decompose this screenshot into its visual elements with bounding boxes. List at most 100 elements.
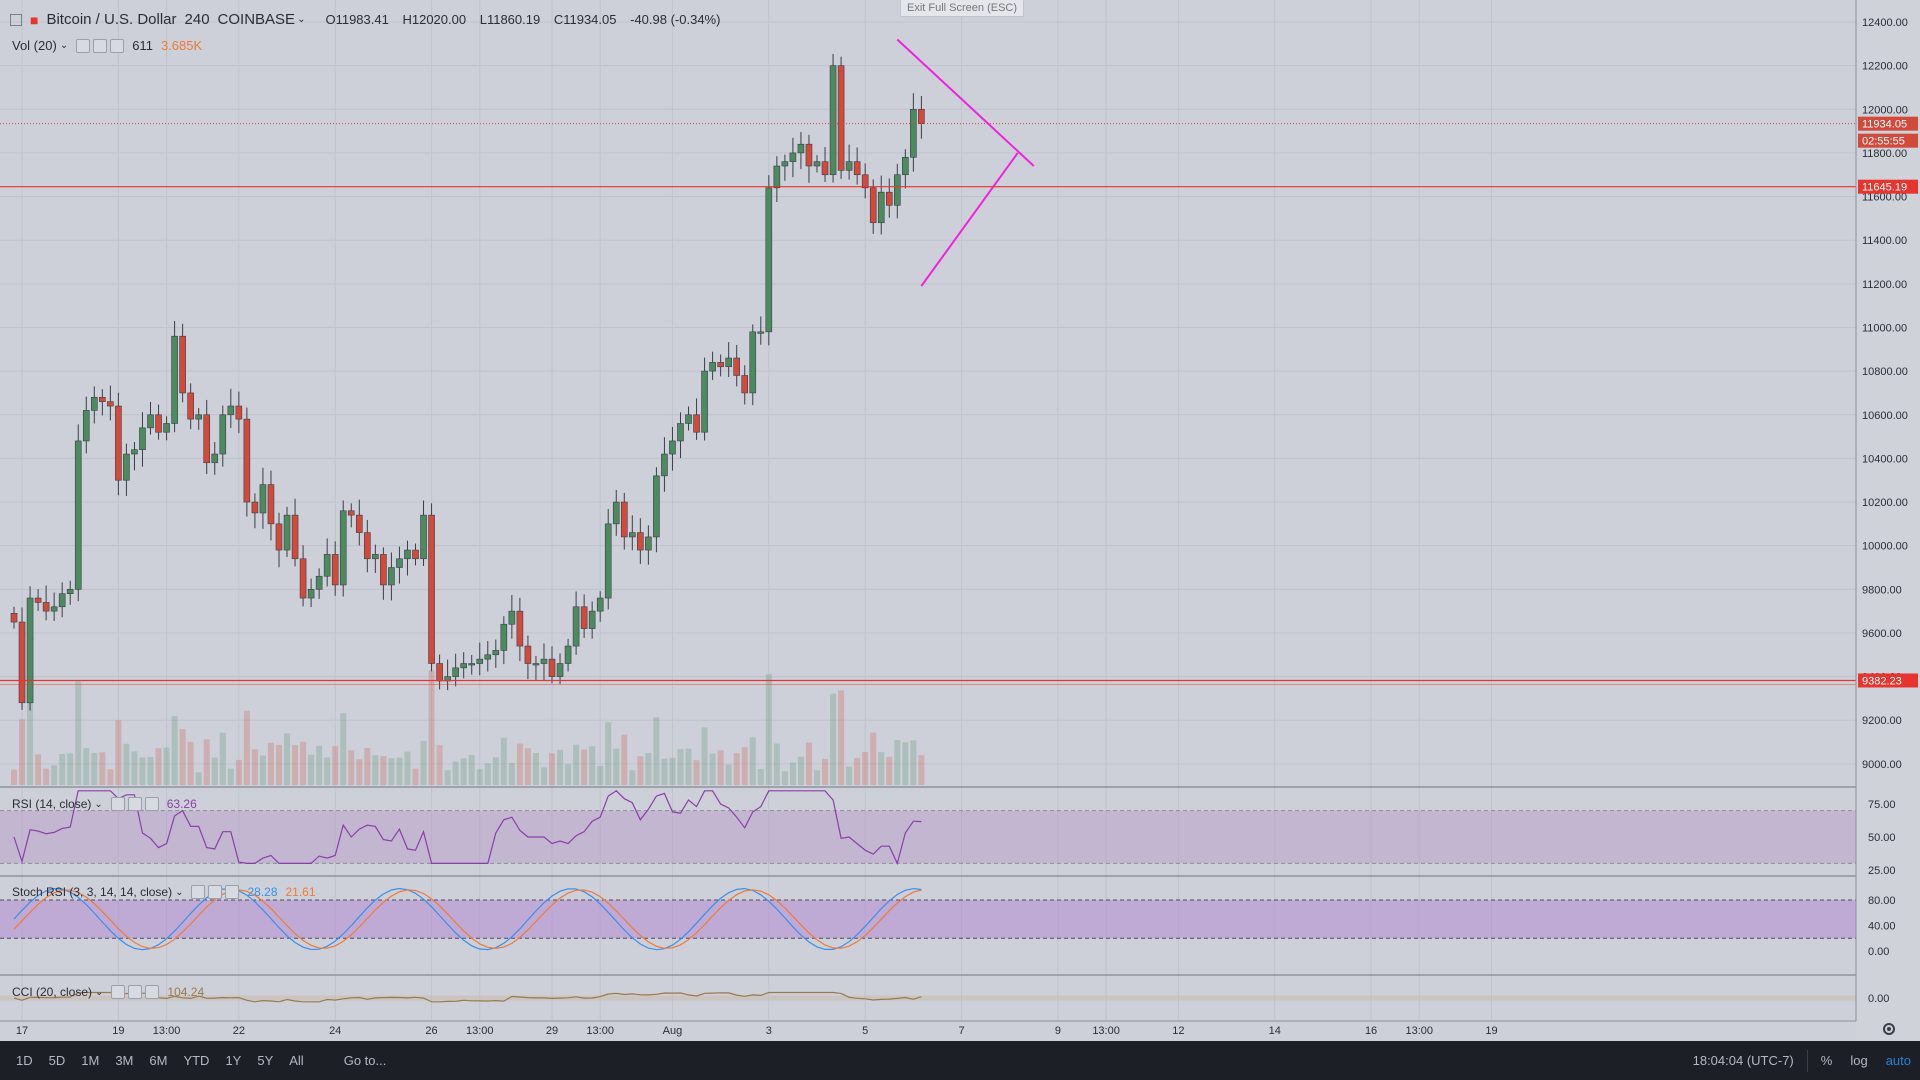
time-tick-label: 13:00: [153, 1025, 181, 1037]
candle: [187, 383, 194, 430]
triangle-lower-trendline[interactable]: [920, 152, 1019, 287]
range-1y-button[interactable]: 1Y: [225, 1053, 242, 1068]
range-1m-button[interactable]: 1M: [81, 1053, 100, 1068]
candle-body: [653, 475, 660, 538]
chart-settings-gear-icon[interactable]: [1883, 1023, 1895, 1035]
candle-body: [50, 606, 58, 612]
volume-bar: [621, 734, 628, 785]
candle: [853, 147, 861, 185]
stoch-k-line: [13, 887, 922, 951]
range-6m-button[interactable]: 6M: [149, 1053, 168, 1068]
eye-icon[interactable]: [76, 38, 91, 53]
range-3m-button[interactable]: 3M: [115, 1053, 134, 1068]
triangle-pattern[interactable]: [896, 38, 1035, 287]
clock-timezone[interactable]: 18:04:04 (UTC-7): [1692, 1053, 1794, 1068]
close-icon[interactable]: [144, 797, 159, 811]
countdown-tag[interactable]: 02:55:55: [1858, 133, 1918, 148]
volume-bar: [460, 758, 467, 785]
gear-icon[interactable]: [93, 38, 108, 53]
indicator-buttons[interactable]: [76, 38, 125, 53]
candle: [275, 512, 283, 568]
close-icon[interactable]: [145, 985, 160, 999]
volume-bar: [35, 754, 42, 785]
candle: [757, 316, 765, 345]
indicator-buttons[interactable]: [191, 885, 240, 899]
candle: [612, 490, 620, 536]
candle-body: [725, 357, 732, 368]
percent-scale-button[interactable]: %: [1820, 1053, 1833, 1068]
range-1d-button[interactable]: 1D: [16, 1053, 33, 1068]
candle: [364, 519, 371, 573]
eye-icon[interactable]: [191, 885, 206, 899]
support-resistance-lines[interactable]: [0, 123, 1856, 685]
volume-bar: [267, 742, 274, 785]
symbol-exchange[interactable]: COINBASE: [217, 11, 296, 28]
close-icon[interactable]: [225, 885, 240, 899]
candle-body: [693, 414, 700, 433]
candle: [163, 416, 170, 441]
candle-body: [781, 161, 789, 167]
volume-bar: [147, 756, 154, 785]
chevron-down-icon[interactable]: ⌄: [59, 40, 69, 51]
candle-body: [364, 532, 371, 560]
volume-bar: [830, 693, 837, 785]
indicator-buttons[interactable]: [110, 797, 159, 811]
cci-label[interactable]: CCI (20, close): [12, 985, 93, 999]
triangle-upper-trendline[interactable]: [896, 38, 1035, 167]
gear-icon[interactable]: [127, 797, 142, 811]
collapse-legend-icon[interactable]: [10, 13, 22, 26]
chart-canvas[interactable]: 12400.00 12200.00 12000.00 11800.00 11600.00…: [0, 0, 1920, 1041]
support-price-tag[interactable]: 9382.23: [1858, 673, 1918, 688]
range-all-button[interactable]: All: [289, 1053, 304, 1068]
auto-scale-button[interactable]: auto: [1885, 1053, 1911, 1068]
candle-body: [540, 658, 548, 664]
symbol-title[interactable]: Bitcoin / U.S. Dollar: [46, 11, 177, 28]
eye-icon[interactable]: [110, 797, 125, 811]
support-price-tag-bg: [1858, 673, 1918, 688]
eye-icon[interactable]: [111, 985, 126, 999]
candle: [18, 607, 26, 710]
time-axis[interactable]: 17 19 13:00 22 24 26 13:00 29 13:00 Aug 3 5 7 9 13:00 1…: [0, 1020, 1856, 1037]
chevron-down-icon[interactable]: ⌄: [95, 986, 104, 998]
chevron-down-icon[interactable]: ⌄: [94, 798, 103, 810]
candle: [813, 155, 821, 173]
volume-label[interactable]: Vol (20): [12, 38, 57, 53]
range-5y-button[interactable]: 5Y: [257, 1053, 274, 1068]
range-ytd-button[interactable]: YTD: [183, 1053, 210, 1068]
candle-body: [82, 410, 90, 442]
volume-bars: [11, 670, 925, 785]
price-tick-label: 12000.00: [1862, 104, 1908, 116]
close-icon[interactable]: [110, 38, 125, 53]
candle-body: [179, 335, 186, 394]
candle-body: [26, 597, 34, 704]
price-tick-label: 10600.00: [1862, 410, 1908, 422]
candle-body: [396, 558, 403, 568]
volume-bar: [549, 753, 556, 785]
cci-legend: CCI (20, close) ⌄ 104.24: [12, 985, 204, 999]
candle-body: [500, 623, 508, 651]
volume-bar: [211, 757, 218, 785]
candle-body: [596, 597, 604, 612]
gear-icon[interactable]: [208, 885, 223, 899]
volume-bar: [284, 733, 291, 785]
last-price-tag[interactable]: 11934.05: [1858, 116, 1918, 131]
range-5d-button[interactable]: 5D: [48, 1053, 66, 1068]
volume-bar: [557, 749, 564, 785]
indicator-buttons[interactable]: [111, 985, 160, 999]
gear-icon[interactable]: [128, 985, 143, 999]
resistance-price-tag[interactable]: 11645.19: [1858, 179, 1918, 194]
rsi-label[interactable]: RSI (14, close): [12, 797, 92, 811]
volume-bar: [51, 765, 58, 785]
exit-fullscreen-button[interactable]: Exit Full Screen (ESC): [900, 0, 1025, 17]
stoch-rsi-label[interactable]: Stoch RSI (3, 3, 14, 14, close): [12, 885, 173, 899]
candle-body: [203, 414, 211, 464]
candle-body: [412, 549, 419, 560]
volume-bar: [292, 745, 299, 785]
chevron-down-icon[interactable]: ⌄: [175, 886, 184, 898]
candle-body: [331, 554, 339, 586]
goto-button[interactable]: Go to...: [343, 1053, 387, 1068]
symbol-interval[interactable]: 240: [184, 11, 210, 28]
chevron-down-icon[interactable]: ⌄: [297, 14, 306, 25]
log-scale-button[interactable]: log: [1850, 1053, 1868, 1068]
price-axis[interactable]: 12400.00 12200.00 12000.00 11800.00 11600.00…: [1855, 0, 1908, 1021]
